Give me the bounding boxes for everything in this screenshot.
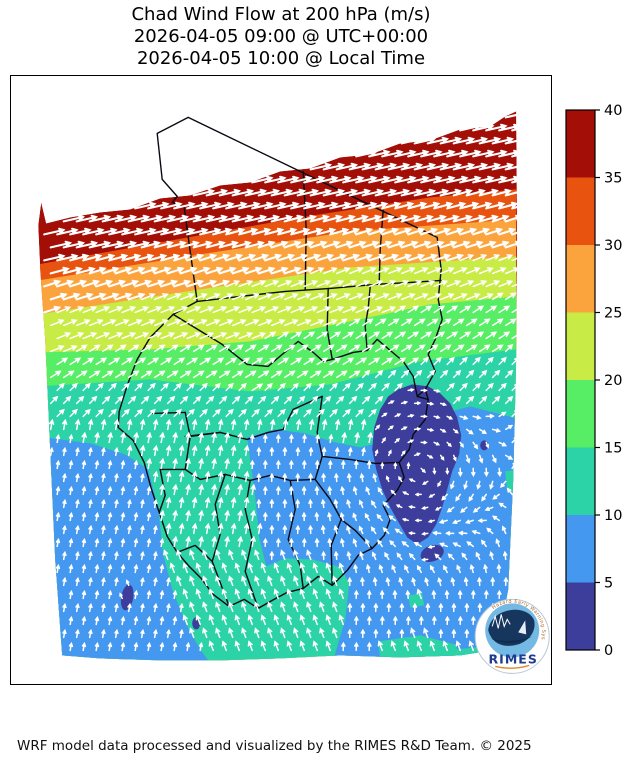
title-line-2: 2026-04-05 09:00 @ UTC+00:00 (133, 26, 429, 47)
region-boundary (287, 479, 304, 590)
colorbar-segment (566, 245, 595, 313)
footer-credit: WRF model data processed and visualized … (17, 738, 532, 754)
country-outline (117, 116, 443, 610)
colorbar-tick-label: 10 (604, 508, 622, 524)
region-boundary (211, 473, 230, 608)
region-boundary (172, 313, 426, 398)
region-boundary (176, 544, 213, 563)
map-panel: Hazard Early Warning SystemRIMES (10, 75, 552, 685)
logo-wave (490, 636, 533, 643)
colorbar-tick-label: 0 (604, 643, 613, 659)
colorbar-svg: 0 5 10 15 20 25 30 35 40 (565, 103, 622, 659)
region-boundary (159, 411, 191, 471)
colorbar-tick-label: 15 (604, 441, 622, 457)
colorbar-segment (566, 515, 595, 583)
colorbar: 0 5 10 15 20 25 30 35 40 (558, 100, 629, 680)
region-boundary (416, 395, 429, 401)
colorbar-tick-label: 20 (604, 373, 622, 389)
region-boundary (321, 455, 400, 465)
colorbar-segment (566, 177, 595, 245)
admin-boundaries-layer (117, 116, 443, 610)
colorbar-tick-label: 40 (604, 103, 622, 119)
colorbar-segment (566, 582, 595, 650)
figure-title: Chad Wind Flow at 200 hPa (m/s) 2026-04-… (0, 4, 562, 70)
wind-map-svg: Hazard Early Warning SystemRIMES (11, 76, 550, 674)
colorbar-tick-label: 30 (604, 238, 622, 254)
colorbar-tick-label: 35 (604, 171, 622, 187)
title-line-3: 2026-04-05 10:00 @ Local Time (136, 48, 426, 69)
wind-arrows-layer (43, 110, 534, 652)
colorbar-segment (566, 312, 595, 380)
logo-wordmark: RIMES (489, 651, 538, 666)
logo-seismograph (491, 614, 511, 629)
colorbar-tick-label: 5 (604, 576, 613, 592)
title-line-1: Chad Wind Flow at 200 hPa (m/s) (131, 4, 431, 25)
colorbar-segment (566, 380, 595, 448)
colorbar-tick-label: 25 (604, 306, 622, 322)
colorbar-segment (566, 447, 595, 515)
colorbar-segment (566, 110, 595, 178)
region-boundary (330, 518, 342, 587)
logo-sail (518, 620, 527, 635)
region-boundary (158, 468, 166, 514)
